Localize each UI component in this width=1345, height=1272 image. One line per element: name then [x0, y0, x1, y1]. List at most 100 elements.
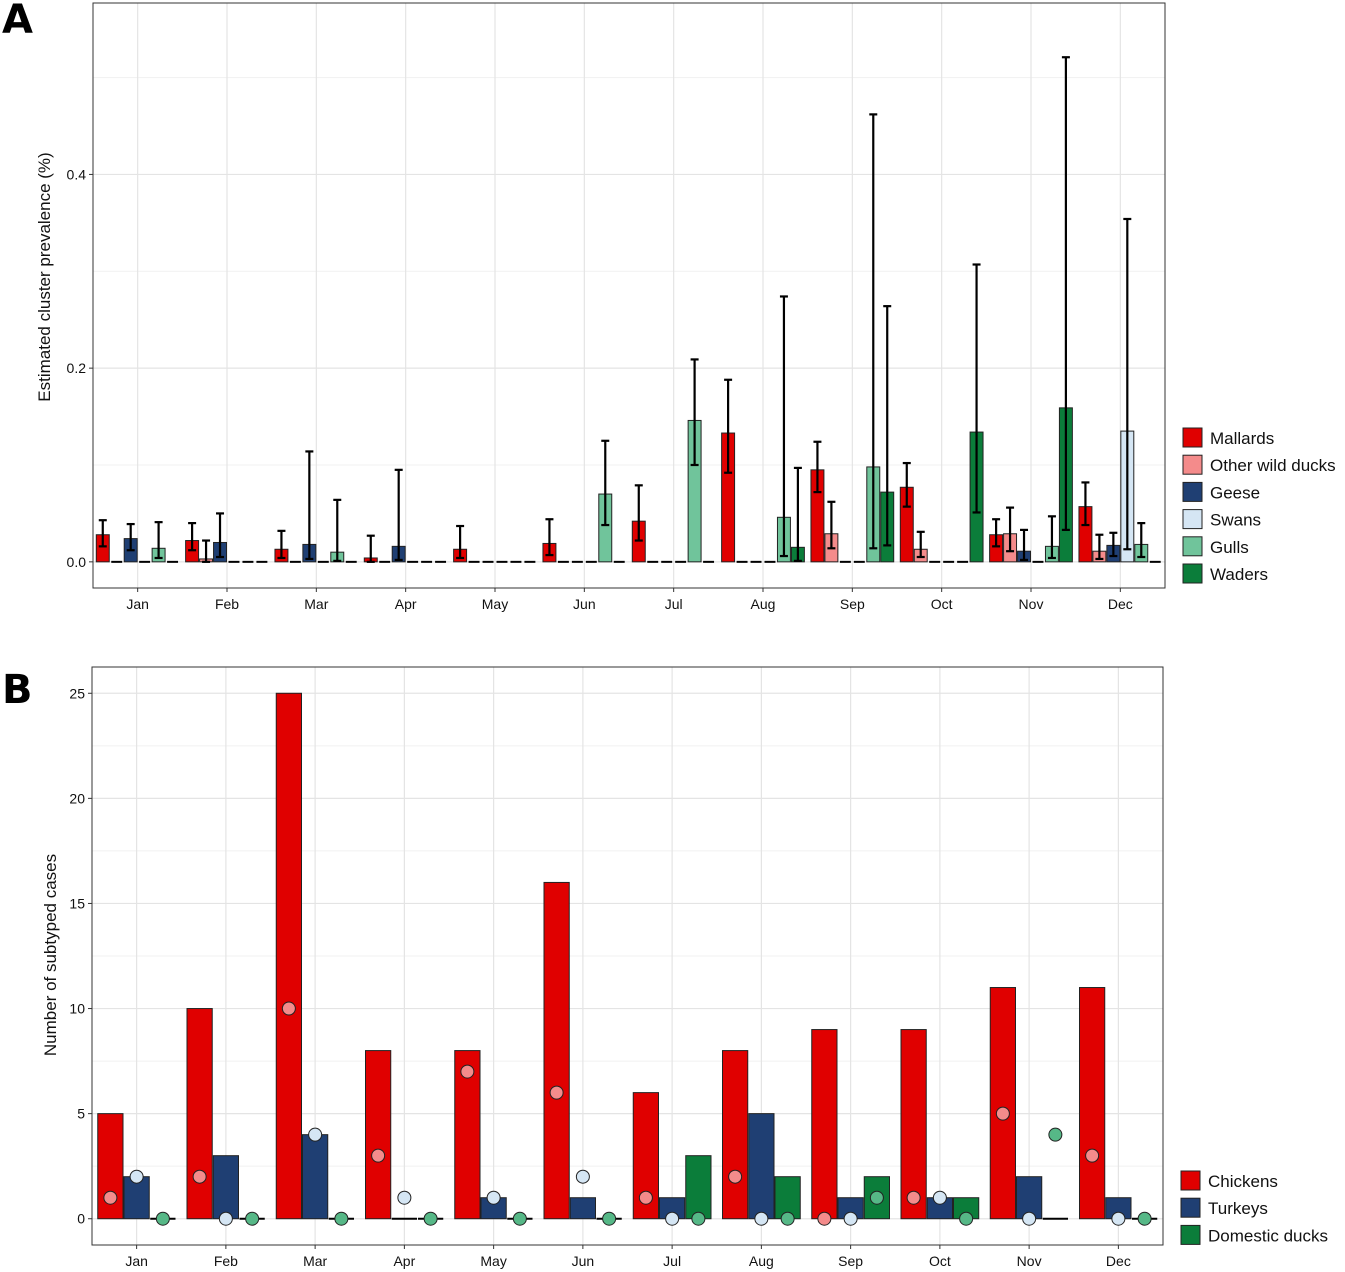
x-tick-label-oct: Oct — [929, 1253, 951, 1269]
legend-key-gulls — [1182, 536, 1203, 557]
point-domestic-ducks — [869, 1190, 884, 1205]
point-chickens — [460, 1064, 475, 1079]
panel-a-y-axis-label: Estimated cluster prevalence (%) — [35, 152, 54, 401]
legend-label-turkeys: Turkeys — [1208, 1199, 1268, 1218]
x-tick-label-jun: Jun — [572, 1253, 595, 1269]
bar-chickens — [454, 1050, 481, 1220]
point-domestic-ducks — [512, 1211, 527, 1226]
point-chickens — [281, 1001, 296, 1016]
point-domestic-ducks — [1137, 1211, 1152, 1226]
point-domestic-ducks — [245, 1211, 260, 1226]
point-domestic-ducks — [691, 1211, 706, 1226]
x-tick-label-mar: Mar — [304, 596, 328, 612]
point-chickens — [995, 1106, 1010, 1121]
x-tick-label-jan: Jan — [126, 596, 149, 612]
point-turkeys — [843, 1211, 858, 1226]
point-domestic-ducks — [334, 1211, 349, 1226]
panel-b-y-axis-label: Number of subtyped cases — [41, 854, 60, 1056]
point-chickens — [728, 1169, 743, 1184]
point-turkeys — [129, 1169, 144, 1184]
bar-chickens — [275, 692, 302, 1220]
x-tick-label-nov: Nov — [1019, 596, 1044, 612]
bar-chickens — [811, 1029, 838, 1220]
x-tick-label-sep: Sep — [840, 596, 865, 612]
y-tick-label: 15 — [69, 895, 85, 911]
panel-a-legend: Mallards Other wild ducks Geese Swans Gulls W… — [1182, 427, 1336, 584]
x-tick-label-jun: Jun — [573, 596, 596, 612]
x-tick-label-jan: Jan — [125, 1253, 148, 1269]
point-chickens — [192, 1169, 207, 1184]
panel-b-axes: 0 5 10 15 20 25 Jan Feb Mar Apr May Jun Jul Aug Sep Oct… — [69, 685, 1130, 1269]
point-chickens — [371, 1148, 386, 1163]
x-tick-label-dec: Dec — [1108, 596, 1133, 612]
bar-chickens — [1079, 987, 1106, 1220]
panel-b-gridlines — [92, 667, 1163, 1245]
bar-chickens — [365, 1050, 392, 1220]
legend-key-domestic-ducks — [1180, 1224, 1201, 1245]
legend-label-swans: Swans — [1210, 511, 1261, 530]
legend-label-waders: Waders — [1210, 565, 1268, 584]
point-turkeys — [1022, 1211, 1037, 1226]
bar-chickens — [722, 1050, 749, 1220]
bar-chickens — [989, 987, 1016, 1220]
panel-a-axes: 0.0 0.2 0.4 Jan Feb Mar Apr May Jun Jul Aug Sep Oct N… — [67, 166, 1133, 612]
y-tick-label: 0.0 — [67, 554, 87, 570]
x-tick-label-jul: Jul — [665, 596, 683, 612]
bar-turkeys — [748, 1113, 775, 1220]
y-tick-label: 0.4 — [67, 166, 87, 182]
y-tick-label: 0.2 — [67, 360, 87, 376]
x-tick-label-mar: Mar — [303, 1253, 327, 1269]
bar-chickens — [900, 1029, 927, 1220]
x-tick-label-may: May — [480, 1253, 506, 1269]
legend-label-gulls: Gulls — [1210, 538, 1249, 557]
panel-b: B 0 5 10 15 20 25 Jan Feb Mar Apr May Jun Jul Aug Sep O… — [2, 666, 1328, 1269]
panel-a-frame — [92, 2, 1166, 589]
legend-key-geese — [1182, 481, 1203, 502]
legend-key-mallards — [1182, 427, 1203, 448]
panel-b-letter: B — [2, 667, 33, 713]
bar-chickens — [186, 1008, 213, 1220]
panel-b-legend: Chickens Turkeys Domestic ducks — [1180, 1170, 1328, 1245]
point-chickens — [638, 1190, 653, 1205]
point-turkeys — [397, 1190, 412, 1205]
point-turkeys — [486, 1190, 501, 1205]
point-chickens — [103, 1190, 118, 1205]
bar-turkeys — [302, 1134, 329, 1220]
x-tick-label-nov: Nov — [1017, 1253, 1042, 1269]
panel-a: A 0.0 0.2 0.4 Jan Feb Mar Apr May Jun Jul Aug Sep Oc… — [2, 0, 1336, 612]
y-tick-label: 10 — [69, 1001, 85, 1017]
point-turkeys — [218, 1211, 233, 1226]
x-tick-label-dec: Dec — [1106, 1253, 1131, 1269]
x-tick-label-feb: Feb — [215, 596, 239, 612]
point-domestic-ducks — [1048, 1127, 1063, 1142]
point-domestic-ducks — [780, 1211, 795, 1226]
x-tick-label-apr: Apr — [395, 596, 417, 612]
x-tick-label-sep: Sep — [838, 1253, 863, 1269]
point-domestic-ducks — [959, 1211, 974, 1226]
legend-key-turkeys — [1180, 1197, 1201, 1218]
point-turkeys — [754, 1211, 769, 1226]
bar-turkeys — [123, 1176, 150, 1220]
legend-label-domestic-ducks: Domestic ducks — [1208, 1226, 1328, 1245]
panel-a-error-bars — [98, 56, 1146, 563]
panel-a-letter: A — [2, 0, 33, 43]
legend-label-mallards: Mallards — [1210, 429, 1274, 448]
x-tick-label-jul: Jul — [663, 1253, 681, 1269]
legend-label-geese: Geese — [1210, 483, 1260, 502]
x-tick-label-aug: Aug — [749, 1253, 774, 1269]
point-turkeys — [308, 1127, 323, 1142]
panel-b-points — [103, 1001, 1152, 1226]
legend-label-other-wild-ducks: Other wild ducks — [1210, 456, 1336, 475]
bar-turkeys — [212, 1155, 239, 1220]
point-turkeys — [575, 1169, 590, 1184]
bar-domestic-ducks — [774, 1176, 801, 1220]
x-tick-label-oct: Oct — [931, 596, 953, 612]
legend-key-swans — [1182, 509, 1203, 530]
x-tick-label-apr: Apr — [393, 1253, 415, 1269]
point-chickens — [1085, 1148, 1100, 1163]
y-tick-label: 25 — [69, 685, 85, 701]
y-tick-label: 0 — [77, 1211, 85, 1227]
bar-domestic-ducks — [685, 1155, 712, 1220]
legend-key-waders — [1182, 563, 1203, 584]
